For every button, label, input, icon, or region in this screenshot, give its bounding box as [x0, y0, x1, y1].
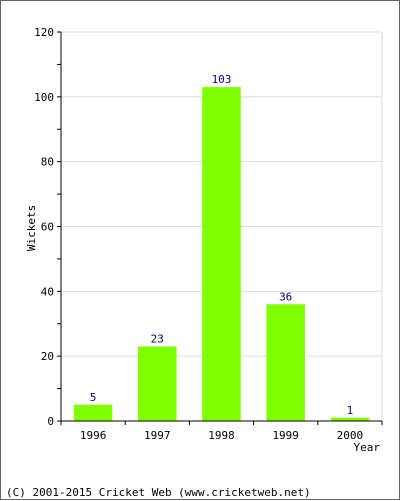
x-tick-label: 1999 [272, 429, 299, 442]
data-label: 36 [279, 290, 292, 303]
y-ticks: 0 20 40 60 80 100 120 [34, 26, 61, 428]
x-tick-label: 2000 [337, 429, 364, 442]
x-ticks: 1996 1997 1998 1999 2000 [60, 421, 383, 442]
y-tick-label: 0 [47, 415, 54, 428]
x-axis-label: Year [354, 441, 381, 454]
y-tick-label: 80 [41, 156, 54, 169]
y-tick-label: 60 [41, 221, 54, 234]
data-label: 23 [151, 332, 164, 345]
y-tick-label: 20 [41, 350, 54, 363]
y-tick-label: 100 [34, 91, 54, 104]
bar [202, 87, 241, 421]
data-label: 103 [212, 73, 232, 86]
copyright-footer: (C) 2001-2015 Cricket Web (www.cricketwe… [6, 486, 311, 499]
x-tick-label: 1996 [80, 429, 107, 442]
data-label: 5 [90, 391, 97, 404]
y-tick-label: 120 [34, 26, 54, 39]
x-tick-label: 1997 [144, 429, 171, 442]
y-tick-label: 40 [41, 285, 54, 298]
bar [330, 417, 370, 421]
bars-group [73, 87, 370, 421]
data-label: 1 [347, 404, 354, 417]
bar [266, 304, 305, 421]
data-labels: 5 23 103 36 1 [90, 73, 353, 417]
x-tick-label: 1998 [208, 429, 235, 442]
bar [138, 346, 177, 421]
bar [73, 404, 113, 421]
y-axis-label: Wickets [25, 205, 38, 251]
